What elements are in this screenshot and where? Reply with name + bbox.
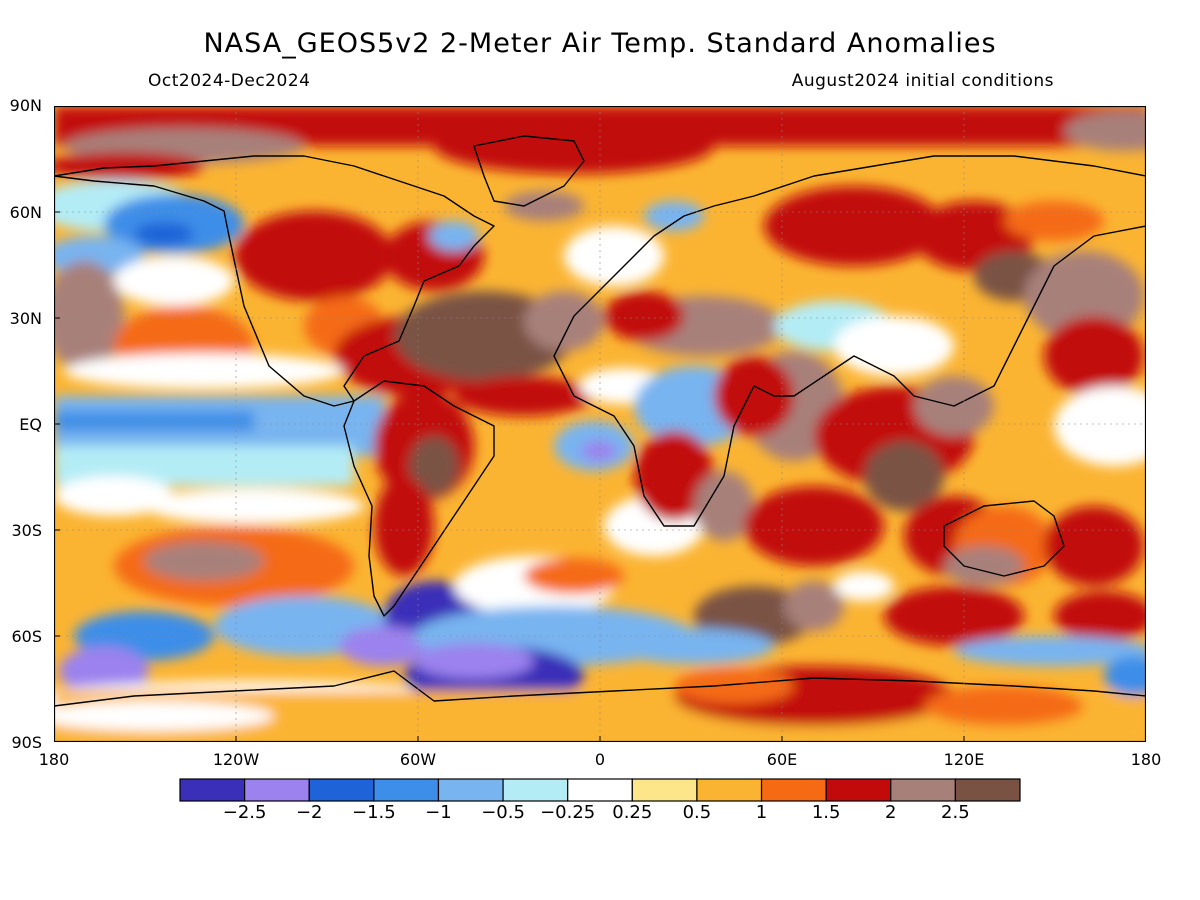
- map-title: NASA_GEOS5v2 2-Meter Air Temp. Standard …: [203, 28, 997, 59]
- graticule: [54, 106, 1146, 742]
- colorbar-swatch: [954, 778, 1021, 802]
- colorbar-label: −1.5: [351, 802, 396, 823]
- colorbar-swatch: [308, 778, 375, 802]
- colorbar-label: −0.5: [481, 802, 525, 823]
- colorbar-label: 0.5: [682, 802, 712, 823]
- colorbar-label: −0.25: [540, 802, 596, 823]
- lat-label-60s: 60S: [11, 627, 42, 646]
- colorbar-label: 2.5: [941, 802, 970, 823]
- colorbar-swatch: [890, 778, 956, 802]
- colorbar-label: −1: [425, 802, 452, 823]
- forecast-period: Oct2024-Dec2024: [148, 71, 311, 91]
- colorbar-label: 0.25: [612, 802, 653, 823]
- colorbar-swatch: [437, 778, 504, 802]
- lat-label-30n: 30N: [9, 309, 42, 328]
- lat-label-30s: 30S: [11, 521, 42, 540]
- lon-label-60e: 60E: [766, 750, 798, 769]
- lon-label-0: 0: [594, 750, 606, 769]
- lon-label-180e: 180: [1130, 750, 1162, 769]
- colorbar-label: 1.5: [811, 802, 841, 823]
- lat-label-90s: 90S: [11, 733, 42, 752]
- axis-ticks: [54, 211, 965, 742]
- colorbar-label: 1: [755, 802, 768, 823]
- lat-label-90n: 90N: [9, 96, 42, 115]
- lon-label-120e: 120E: [943, 750, 985, 769]
- colorbar-swatch: [631, 778, 698, 802]
- lat-label-eq: EQ: [19, 415, 42, 434]
- colorbar-swatch: [502, 778, 569, 802]
- lon-label-60w: 60W: [399, 750, 437, 769]
- colorbar-swatch: [373, 778, 440, 802]
- lat-label-60n: 60N: [9, 203, 42, 222]
- initial-conditions: August2024 initial conditions: [791, 71, 1054, 91]
- colorbar-label: 2: [885, 802, 897, 823]
- anomaly-map: [54, 106, 1146, 742]
- colorbar-label: −2: [295, 802, 323, 823]
- colorbar-swatch: [760, 778, 827, 802]
- colorbar-swatch: [696, 778, 763, 802]
- lon-label-120w: 120W: [212, 750, 260, 769]
- coastlines: [54, 135, 1146, 707]
- colorbar-label: −2.5: [222, 802, 267, 823]
- colorbar-swatch: [244, 778, 310, 802]
- colorbar-swatch: [825, 778, 892, 802]
- colorbar-swatch: [567, 778, 633, 802]
- lon-label-180w: 180: [38, 750, 70, 769]
- colorbar: [179, 778, 1021, 802]
- colorbar-swatch: [179, 778, 246, 802]
